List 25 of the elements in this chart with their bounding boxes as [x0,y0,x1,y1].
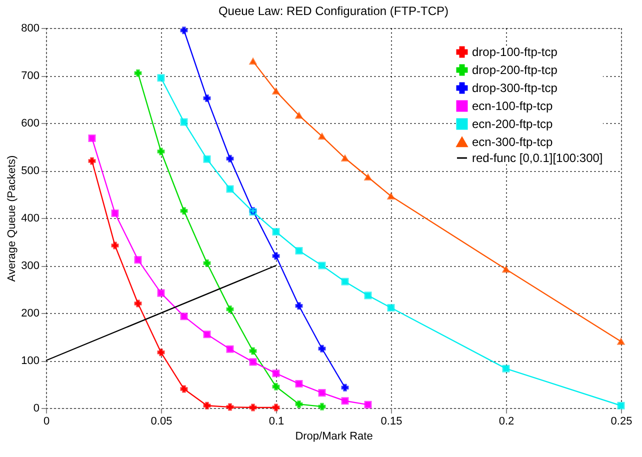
x-tick-label: 0.2 [498,416,514,428]
chart-title: Queue Law: RED Configuration (FTP-TCP) [218,4,449,18]
y-tick-label: 800 [21,22,40,34]
legend-label: drop-300-ftp-tcp [472,81,558,95]
x-tick-label: 0 [43,416,50,428]
legend-label: drop-200-ftp-tcp [472,63,558,77]
x-tick-label: 0.05 [150,416,172,428]
x-tick-label: 0.1 [268,416,284,428]
y-tick-label: 600 [21,118,40,130]
legend-label: red-func [0,0.1][100:300] [472,151,603,165]
x-axis-title: Drop/Mark Rate [295,430,373,442]
y-tick-label: 700 [21,70,40,82]
legend-label: ecn-100-ftp-tcp [472,99,554,113]
y-axis-title: Average Queue (Packets) [6,155,18,282]
x-tick-label: 0.15 [380,416,402,428]
y-tick-label: 200 [21,308,40,320]
y-tick-label: 100 [21,355,40,367]
y-tick-label: 0 [33,402,40,414]
y-tick-label: 300 [21,260,40,272]
legend-label: drop-100-ftp-tcp [472,45,558,59]
x-tick-label: 0.25 [610,416,632,428]
y-tick-label: 400 [21,212,40,224]
y-tick-label: 500 [21,165,40,177]
legend-label: ecn-300-ftp-tcp [472,135,554,149]
legend-label: ecn-200-ftp-tcp [472,117,554,131]
